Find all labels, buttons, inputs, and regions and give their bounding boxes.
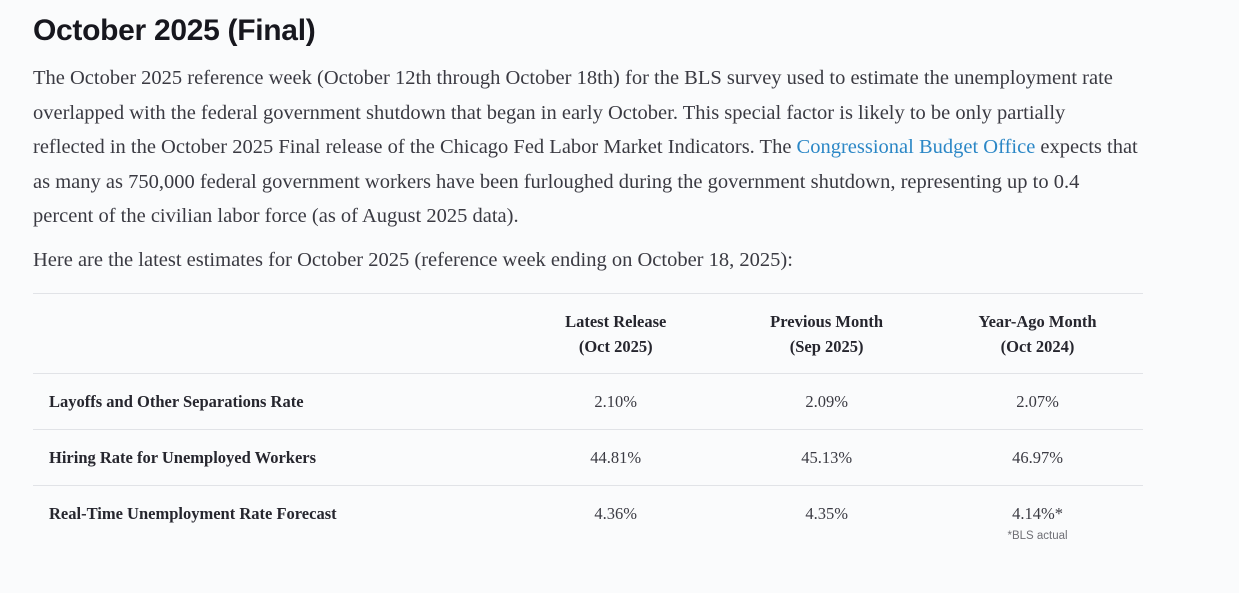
header-latest-release-line1: Latest Release [565,312,667,331]
estimates-table: Latest Release (Oct 2025) Previous Month… [33,293,1143,560]
unemployment-year-ago-value: 4.14%* [1012,504,1063,523]
table-row-hiring: Hiring Rate for Unemployed Workers 44.81… [33,430,1143,486]
hiring-latest-value: 44.81% [590,448,642,467]
table-row-layoffs: Layoffs and Other Separations Rate 2.10%… [33,374,1143,430]
layoffs-latest-value: 2.10% [594,392,638,411]
hiring-previous-value: 45.13% [801,448,853,467]
intro-paragraph: The October 2025 reference week (October… [33,61,1138,234]
estimates-table-header: Latest Release (Oct 2025) Previous Month… [33,294,1143,374]
page-title: October 2025 (Final) [33,14,316,47]
table-row-unemployment-forecast: Real-Time Unemployment Rate Forecast 4.3… [33,486,1143,561]
header-cell-latest-release: Latest Release (Oct 2025) [510,294,721,374]
header-cell-empty [33,294,510,374]
row-label-hiring: Hiring Rate for Unemployed Workers [49,448,317,467]
layoffs-year-ago-value: 2.07% [1016,392,1059,411]
header-row: Latest Release (Oct 2025) Previous Month… [33,294,1143,374]
header-year-ago-month-line2: (Oct 2024) [1000,337,1075,356]
intro-text-before-link: The October 2025 reference week (October… [33,67,1113,158]
intro-text-after-link: expects that as many as 750,000 federal … [33,136,1138,227]
unemployment-year-ago-cell: 4.14%* *BLS actual [932,486,1143,561]
unemployment-previous-value: 4.35% [805,504,848,523]
header-cell-previous-month: Previous Month (Sep 2025) [721,294,932,374]
row-label-unemployment-forecast: Real-Time Unemployment Rate Forecast [49,504,337,523]
unemployment-latest-value: 4.36% [594,504,638,523]
header-latest-release-line2: (Oct 2025) [578,337,653,356]
row-label-layoffs: Layoffs and Other Separations Rate [49,392,304,411]
bls-actual-footnote: *BLS actual [1007,530,1068,542]
header-previous-month-line1: Previous Month [770,312,884,331]
congressional-budget-office-link[interactable]: Congressional Budget Office [796,136,1036,158]
estimates-intro-text: Here are the latest estimates for Octobe… [33,248,793,271]
hiring-year-ago-value: 46.97% [1012,448,1063,467]
estimates-table-body: Layoffs and Other Separations Rate 2.10%… [33,374,1143,561]
layoffs-previous-value: 2.09% [805,392,848,411]
header-cell-year-ago-month: Year-Ago Month (Oct 2024) [932,294,1143,374]
header-year-ago-month-line1: Year-Ago Month [978,312,1097,331]
header-previous-month-line2: (Sep 2025) [789,337,864,356]
